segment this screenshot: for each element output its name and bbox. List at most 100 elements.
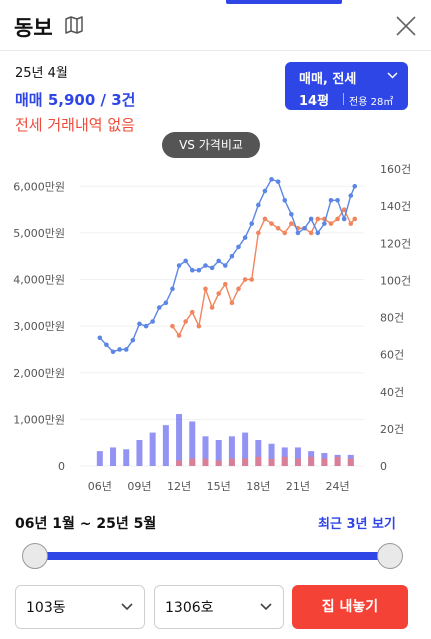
lease-price-point (256, 230, 261, 236)
volume-bar (176, 460, 183, 466)
lease-price-point (269, 221, 274, 226)
y-right-tick-label: 120건 (380, 237, 411, 250)
sale-price-point (163, 300, 169, 306)
y-right-tick-label: 160건 (380, 163, 411, 176)
lease-price-point (236, 286, 241, 292)
sale-price-point (242, 235, 248, 240)
sale-price-point (170, 286, 175, 292)
sale-price-point (352, 184, 358, 189)
volume-bar (255, 456, 262, 466)
lease-price-point (282, 230, 288, 236)
sale-price-point (176, 263, 182, 268)
volume-bar (321, 458, 328, 466)
sale-price-point (203, 263, 208, 268)
chevron-down-icon (387, 72, 398, 79)
sale-price-point (289, 211, 294, 217)
sale-price-point (150, 319, 155, 324)
map-icon[interactable] (64, 15, 84, 35)
unit-select[interactable]: 1306호 (154, 585, 284, 629)
sale-price-point (295, 230, 301, 236)
lease-price-line (171, 208, 356, 337)
sale-price-point (137, 321, 142, 327)
sale-price-point (209, 265, 215, 271)
pyeong-label: 14평 (299, 94, 330, 109)
volume-bar (281, 456, 288, 466)
price-chart[interactable]: 0 1,000만원 2,000만원 3,000만원 4,000만원 5,000만원 6,00… (0, 145, 431, 505)
sale-price-point (196, 267, 202, 273)
volume-bar (294, 447, 301, 466)
sale-price-point (282, 197, 288, 203)
y-left-tick-label: 4,000만원 (13, 274, 65, 287)
x-tick-label: 24년 (326, 480, 350, 493)
sale-price-point (117, 347, 122, 352)
y-right-tick-label: 80건 (380, 312, 404, 325)
trade-type-selector[interactable]: 매매, 전세 14평 전용 28㎡ (285, 62, 408, 110)
list-house-button[interactable]: 집 내놓기 (292, 585, 408, 629)
sale-price-point (335, 197, 340, 203)
building-select[interactable]: 103동 (15, 585, 145, 629)
close-icon[interactable] (394, 14, 418, 38)
range-start-handle[interactable] (22, 543, 48, 569)
unit-value: 1306호 (165, 600, 214, 616)
lease-price-point (170, 323, 175, 329)
sale-price-point (97, 335, 103, 341)
y-right-tick-label: 60건 (380, 349, 404, 362)
sale-price-point (236, 244, 241, 250)
x-tick-label: 12년 (167, 480, 191, 493)
sale-price-point (110, 349, 116, 355)
y-right-tick-label: 140건 (380, 200, 411, 213)
lease-price-point (328, 221, 334, 226)
area-label: 전용 28㎡ (349, 97, 394, 108)
lease-price-point (335, 216, 340, 222)
y-left-tick-label: 6,000만원 (13, 180, 65, 193)
y-left-tick-label: 5,000만원 (13, 227, 65, 240)
sale-price-point (130, 337, 136, 343)
lease-price-point (308, 230, 314, 236)
volume-bar (215, 440, 222, 466)
sale-price-point (302, 225, 307, 231)
volume-bar (334, 456, 341, 466)
y-right-tick-label: 100건 (380, 274, 411, 287)
range-slider-track[interactable] (34, 552, 391, 560)
recent-3-years-link[interactable]: 최근 3년 보기 (318, 517, 396, 532)
lease-price-point (196, 323, 202, 329)
y-left-tick-label: 3,000만원 (13, 320, 65, 333)
volume-bar (242, 458, 249, 466)
lease-price-point (216, 291, 221, 296)
x-tick-label: 15년 (207, 480, 231, 493)
volume-bar (189, 421, 196, 466)
volume-bar (96, 451, 103, 466)
complex-title: 동보 (14, 16, 53, 40)
lease-price-point (348, 221, 354, 226)
sale-price-point (341, 216, 347, 222)
y-right-tick-label: 20건 (380, 423, 404, 436)
volume-bar (202, 436, 209, 466)
type-separator (343, 93, 344, 105)
lease-price-point (315, 216, 321, 222)
sale-price-point (249, 221, 255, 226)
volume-bar (110, 447, 117, 466)
compare-button[interactable]: VS 가격비교 (162, 132, 260, 158)
sale-price-point (223, 263, 228, 268)
sale-price-point (315, 230, 321, 236)
volume-bar (123, 449, 130, 466)
lease-price-point (242, 277, 248, 282)
sale-price-point (123, 347, 129, 352)
volume-bar (202, 458, 209, 466)
range-label: 06년 1월 ~ 25년 5월 (15, 516, 157, 532)
x-tick-label: 18년 (246, 480, 270, 493)
sale-price-point (269, 177, 274, 182)
x-tick-label: 21년 (286, 480, 310, 493)
lease-price-point (203, 286, 208, 292)
volume-bar (294, 458, 301, 466)
chevron-down-icon (121, 603, 133, 611)
volume-bar (242, 432, 249, 466)
volume-bar (268, 458, 275, 466)
sale-price-point (216, 258, 221, 264)
x-tick-label: 09년 (127, 480, 151, 493)
lease-price-point (341, 207, 347, 212)
lease-price-point (262, 216, 268, 222)
range-end-handle[interactable] (377, 543, 403, 569)
sale-price-point (275, 179, 281, 184)
volume-bar (268, 443, 275, 466)
